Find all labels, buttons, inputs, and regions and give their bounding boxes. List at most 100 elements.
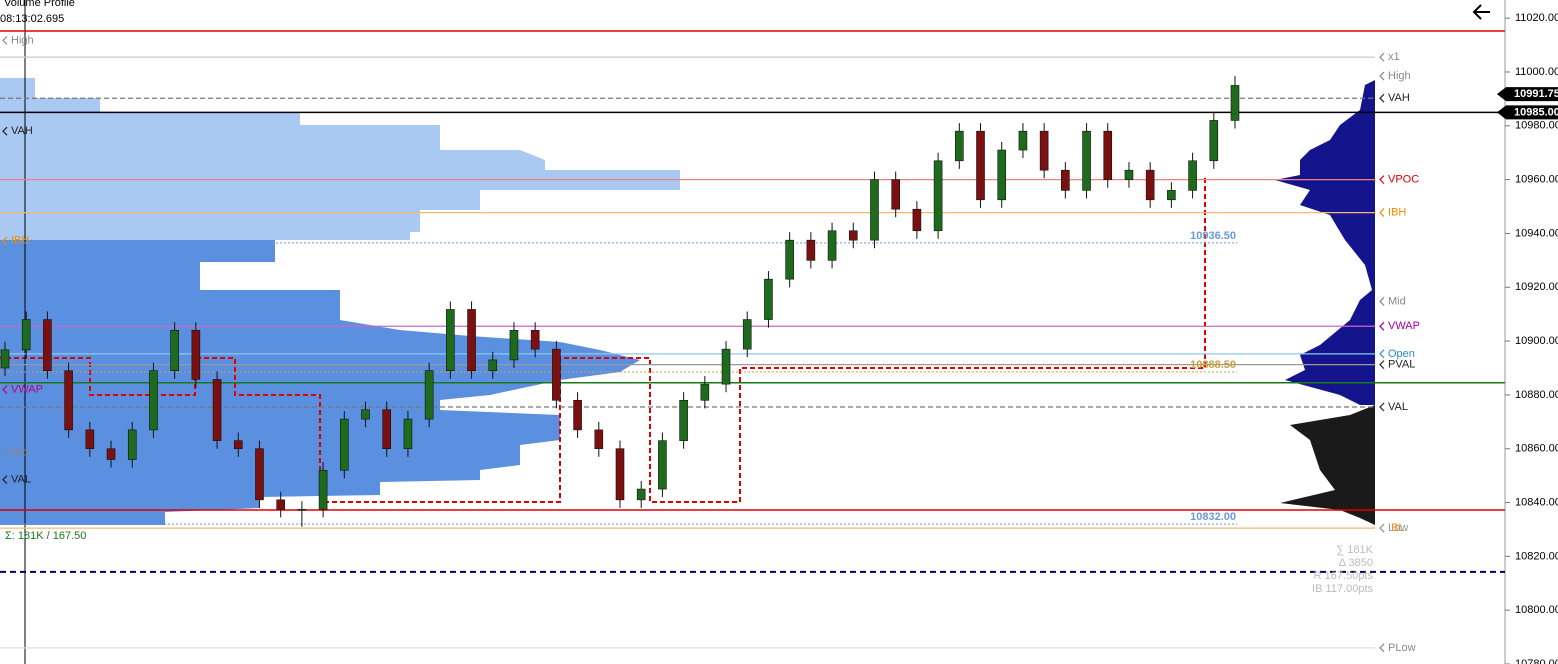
- candle-body: [679, 399, 688, 441]
- chevron-icon: [1379, 175, 1385, 185]
- y-tick-label: 11020.00: [1515, 12, 1558, 24]
- candle-body: [64, 370, 73, 431]
- candle-body: [191, 330, 201, 380]
- candle-body: [573, 399, 582, 431]
- candle-body: [1124, 169, 1134, 180]
- candle-body: [21, 319, 31, 351]
- candle-body: [1082, 130, 1091, 191]
- chevron-icon: [2, 385, 8, 394]
- candle-body: [700, 383, 710, 401]
- y-tick-label: 10840.00: [1515, 496, 1558, 508]
- chevron-icon: [2, 236, 8, 246]
- candle-body: [870, 179, 879, 241]
- candle-body: [721, 348, 731, 385]
- candle-body: [488, 359, 498, 371]
- candle-body: [276, 499, 285, 510]
- candle-body: [1145, 169, 1155, 201]
- candle-body: [658, 440, 667, 490]
- candle-body: [742, 319, 752, 350]
- chevron-icon: [1379, 296, 1385, 306]
- y-tick-label: 11000.00: [1515, 66, 1558, 78]
- price-tag: [1497, 105, 1558, 120]
- session-profile-value-area: [1275, 80, 1375, 405]
- level-label: PLow: [1388, 642, 1416, 654]
- candle-body: [467, 309, 476, 371]
- candle-body: [1167, 190, 1176, 201]
- left-level-label: VWAP: [11, 383, 43, 395]
- candle-body: [106, 448, 116, 460]
- level-label: VAL: [1388, 401, 1408, 413]
- candle-body: [340, 418, 349, 471]
- indicator-title: Volume Profile: [4, 0, 75, 9]
- y-tick-label: 10920.00: [1515, 281, 1558, 293]
- y-tick-label: 10800.00: [1515, 604, 1558, 616]
- candle-body: [933, 160, 943, 232]
- candle-body: [170, 330, 179, 371]
- candle-body: [297, 508, 307, 511]
- candle-body: [997, 149, 1007, 201]
- left-level-label: Mid: [11, 447, 29, 459]
- session-profile-lower: [1280, 405, 1375, 525]
- level-label: High: [1388, 70, 1411, 82]
- stat-label: Δ 3850: [1339, 557, 1373, 569]
- y-tick-label: 10860.00: [1515, 443, 1558, 455]
- candle-body: [1103, 130, 1113, 180]
- candle-body: [891, 179, 900, 210]
- price-tag-label: 10991.75: [1514, 88, 1558, 100]
- candle-body: [127, 429, 137, 460]
- left-level-label: High: [11, 34, 34, 46]
- candle-body: [1188, 160, 1197, 191]
- chevron-icon: [1379, 523, 1385, 533]
- back-arrow[interactable]: [1472, 4, 1490, 20]
- candle-body: [594, 429, 604, 450]
- candle-body: [255, 448, 264, 501]
- marker-label: 10888.50: [1190, 359, 1236, 371]
- candle-body: [212, 379, 222, 441]
- candle-body: [785, 239, 794, 280]
- candle-body: [1039, 130, 1049, 171]
- candle-body: [382, 409, 392, 450]
- candle-body: [424, 370, 434, 420]
- chevron-icon: [1379, 208, 1385, 218]
- candle-body: [361, 409, 370, 420]
- price-tag-label: 10985.00: [1514, 106, 1558, 118]
- candle-body: [1018, 130, 1028, 151]
- candle-body: [636, 488, 646, 501]
- candle-body: [912, 208, 922, 232]
- timestamp: 08:13:02.695: [0, 13, 64, 25]
- candle-body: [806, 239, 816, 261]
- candle-body: [1230, 85, 1240, 121]
- candle-body: [43, 319, 52, 371]
- y-tick-label: 10900.00: [1515, 335, 1558, 347]
- candle-body: [764, 278, 773, 320]
- level-label: x1: [1388, 51, 1400, 63]
- candle-body: [955, 130, 964, 162]
- chevron-icon: [2, 126, 8, 136]
- chevron-icon: [1379, 321, 1385, 331]
- stat-label: ∑ 181K: [1336, 544, 1373, 556]
- candle-body: [318, 469, 328, 510]
- candle-body: [1061, 169, 1070, 191]
- candle-body: [1209, 120, 1219, 162]
- level-label: VPOC: [1388, 174, 1419, 186]
- left-level-label: VAL: [11, 474, 31, 486]
- level-label: Low: [1388, 522, 1408, 534]
- candle-body: [233, 440, 243, 450]
- chevron-icon: [1379, 71, 1385, 81]
- front-layer: 10780.00 10800.00 10820.00 10840.00 10860.00…: [0, 12, 1558, 664]
- candle-body: [446, 309, 455, 371]
- candle-body: [403, 418, 413, 450]
- marker-label: 10936.50: [1190, 230, 1236, 242]
- chevron-icon: [2, 448, 8, 458]
- left-level-label: IBH: [11, 235, 29, 247]
- candle-body: [85, 429, 95, 450]
- candle-body: [530, 330, 540, 350]
- chevron-icon: [1379, 52, 1385, 62]
- chevron-icon: [2, 35, 8, 45]
- chevron-icon: [1379, 643, 1385, 653]
- chevron-icon: [1379, 93, 1385, 103]
- volume-profile-upper: [0, 78, 680, 240]
- candle-body: [149, 370, 158, 431]
- candle-body: [552, 348, 561, 401]
